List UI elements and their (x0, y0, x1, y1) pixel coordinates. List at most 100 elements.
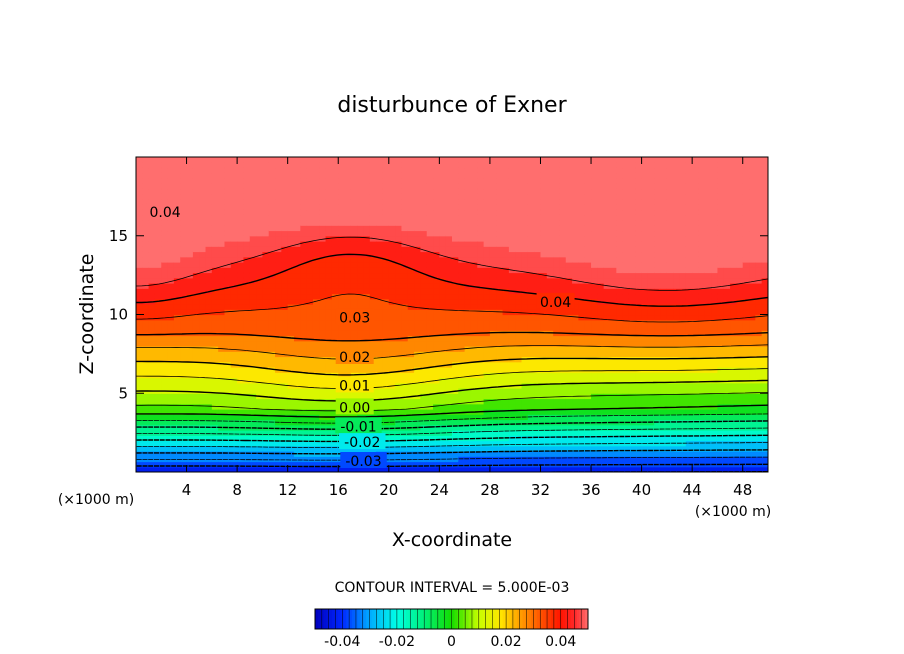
contour-cell (477, 278, 484, 284)
contour-cell (161, 231, 168, 237)
contour-cell (401, 325, 408, 331)
contour-cell (269, 399, 276, 405)
contour-cell (351, 283, 358, 289)
contour-cell (168, 451, 175, 457)
contour-cell (458, 462, 465, 468)
contour-cell (168, 246, 175, 252)
contour-cell (174, 273, 181, 279)
contour-cell (231, 351, 238, 357)
contour-cell (332, 220, 339, 226)
contour-cell (578, 435, 585, 441)
contour-cell (326, 168, 333, 174)
contour-cell (212, 168, 219, 174)
contour-cell (623, 351, 630, 357)
contour-cell (187, 393, 194, 399)
contour-cell (503, 183, 510, 189)
contour-cell (471, 215, 478, 221)
contour-cell (250, 194, 257, 200)
contour-cell (616, 183, 623, 189)
contour-cell (136, 299, 143, 305)
contour-cell (528, 225, 535, 231)
contour-cell (218, 241, 225, 247)
contour-cell (616, 225, 623, 231)
contour-cell (174, 304, 181, 310)
contour-cell (142, 336, 149, 342)
contour-cell (496, 157, 503, 163)
contour-cell (294, 346, 301, 352)
contour-cell (585, 178, 592, 184)
contour-cell (193, 320, 200, 326)
contour-cell (503, 178, 510, 184)
contour-cell (427, 210, 434, 216)
contour-cell (212, 420, 219, 426)
contour-cell (635, 273, 642, 279)
contour-cell (414, 315, 421, 321)
contour-cell (319, 199, 326, 205)
contour-cell (275, 231, 282, 237)
contour-cell (553, 157, 560, 163)
contour-cell (439, 236, 446, 242)
contour-cell (433, 288, 440, 294)
contour-cell (401, 236, 408, 242)
contour-cell (642, 262, 649, 268)
contour-cell (180, 320, 187, 326)
contour-cell (490, 388, 497, 394)
contour-cell (452, 294, 459, 300)
contour-cell (522, 231, 529, 237)
contour-cell (616, 162, 623, 168)
contour-cell (484, 168, 491, 174)
contour-cell (490, 267, 497, 273)
contour-cell (142, 267, 149, 273)
contour-cell (161, 162, 168, 168)
contour-cell (559, 225, 566, 231)
contour-cell (490, 446, 497, 452)
contour-cell (395, 231, 402, 237)
contour-cell (300, 231, 307, 237)
contour-cell (635, 241, 642, 247)
contour-cell (300, 189, 307, 195)
contour-cell (661, 425, 668, 431)
contour-cell (484, 294, 491, 300)
contour-cell (168, 283, 175, 289)
contour-cell (326, 199, 333, 205)
contour-cell (635, 283, 642, 289)
contour-cell (206, 430, 213, 436)
contour-cell (149, 257, 156, 263)
contour-cell (269, 346, 276, 352)
contour-cell (648, 372, 655, 378)
contour-cell (496, 294, 503, 300)
contour-cell (212, 441, 219, 447)
contour-cell (597, 288, 604, 294)
contour-cell (591, 262, 598, 268)
contour-cell (427, 199, 434, 205)
contour-cell (332, 194, 339, 200)
contour-cell (540, 267, 547, 273)
contour-cell (534, 430, 541, 436)
contour-cell (452, 304, 459, 310)
contour-cell (471, 430, 478, 436)
contour-cell (199, 252, 206, 258)
contour-cell (237, 178, 244, 184)
contour-cell (420, 357, 427, 363)
contour-cell (256, 178, 263, 184)
contour-cell (490, 294, 497, 300)
contour-cell (566, 441, 573, 447)
contour-cell (439, 367, 446, 373)
contour-cell (250, 304, 257, 310)
contour-cell (294, 357, 301, 363)
contour-cell (528, 294, 535, 300)
contour-cell (578, 157, 585, 163)
contour-cell (250, 210, 257, 216)
contour-cell (566, 241, 573, 247)
contour-cell (547, 336, 554, 342)
contour-cell (212, 283, 219, 289)
contour-cell (357, 210, 364, 216)
contour-cell (484, 183, 491, 189)
contour-cell (206, 404, 213, 410)
contour-cell (357, 215, 364, 221)
contour-cell (326, 178, 333, 184)
contour-cell (452, 446, 459, 452)
contour-cell (218, 320, 225, 326)
contour-cell (224, 168, 231, 174)
contour-cell (648, 273, 655, 279)
